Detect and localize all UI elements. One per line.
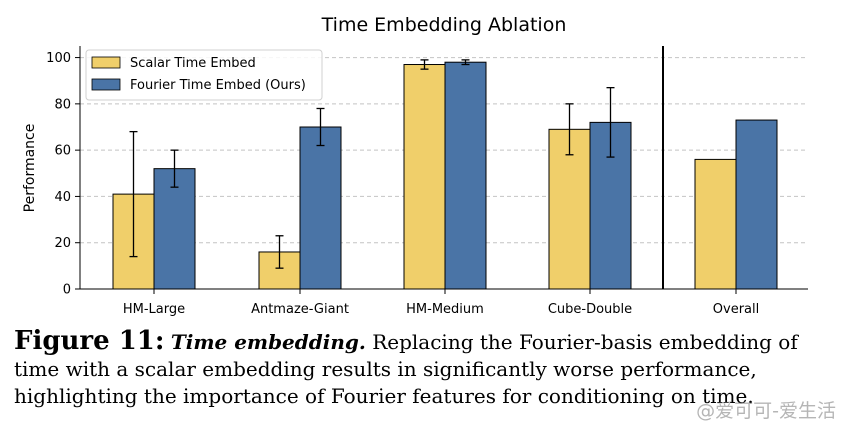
bar — [299, 126, 342, 290]
caption-text: Replacing the Fourier-basis embedding of… — [14, 330, 798, 408]
legend-swatch-fourier — [91, 78, 121, 91]
x-tick-label: HM-Medium — [406, 302, 484, 317]
caption-heading: Time embedding. — [170, 330, 366, 354]
chart-title: Time Embedding Ablation — [321, 14, 567, 36]
x-tick-label: HM-Large — [123, 302, 185, 317]
bar — [735, 119, 778, 290]
figure-caption: Figure 11: Time embedding. Replacing the… — [14, 328, 834, 410]
legend: Scalar Time Embed Fourier Time Embed (Ou… — [85, 49, 323, 101]
legend-box — [85, 49, 323, 101]
bar — [403, 64, 446, 290]
x-tick-label: Antmaze-Giant — [251, 302, 349, 317]
chart-svg: Time Embedding Ablation Performance 0 20 4… — [22, 14, 808, 317]
x-tick-label: Overall — [713, 302, 759, 317]
y-tick-label: 0 — [63, 283, 71, 298]
y-tick-label: 60 — [54, 144, 71, 159]
legend-label-scalar: Scalar Time Embed — [130, 56, 256, 71]
bar — [444, 61, 487, 290]
legend-swatch-scalar — [91, 56, 121, 69]
x-tick-label: Cube-Double — [548, 302, 632, 317]
caption-label: Figure 11: — [14, 326, 165, 356]
y-tick-label: 80 — [54, 97, 71, 112]
y-tick-label: 40 — [54, 190, 71, 205]
legend-label-fourier: Fourier Time Embed (Ours) — [130, 78, 306, 93]
y-axis-label: Performance — [22, 124, 38, 213]
axes: 0 20 40 60 80 100 HM-Large Antmaze-Giant HM-Medi… — [46, 46, 808, 317]
y-tick-label: 100 — [46, 51, 71, 66]
chart: Time Embedding Ablation Performance 0 20 4… — [22, 14, 808, 317]
watermark: @爱可可-爱生活 — [696, 400, 836, 422]
y-tick-label: 20 — [54, 236, 71, 251]
bar — [694, 158, 737, 290]
bar — [153, 168, 196, 290]
